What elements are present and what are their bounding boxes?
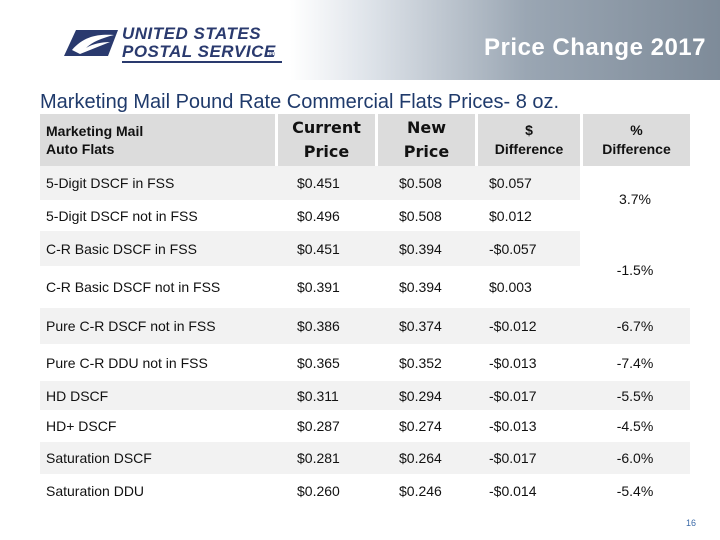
header-line: % — [630, 122, 643, 138]
percent-difference: -1.5% — [580, 231, 690, 308]
registered-mark: ® — [269, 50, 275, 59]
table-row: Pure C-R DSCF not in FSS $0.386 $0.374 -… — [40, 308, 690, 344]
current-price: $0.451 — [275, 166, 375, 200]
header-line: Auto Flats — [46, 141, 115, 157]
current-price: $0.287 — [275, 410, 375, 442]
dollar-difference: $0.057 — [475, 166, 580, 200]
dollar-difference: -$0.017 — [475, 442, 580, 474]
usps-logo: UNITED STATES POSTAL SERVICE ® — [62, 22, 282, 64]
row-label: Pure C-R DSCF not in FSS — [40, 308, 275, 344]
new-price: $0.246 — [375, 474, 475, 508]
logo-line-1: UNITED STATES — [122, 24, 262, 43]
new-price: $0.352 — [375, 344, 475, 381]
header-line: Price — [303, 142, 350, 161]
percent-difference: -6.0% — [580, 442, 690, 474]
new-price: $0.394 — [375, 266, 475, 308]
table-row: 5-Digit DSCF in FSS $0.451 $0.508 $0.057… — [40, 166, 690, 231]
new-price: $0.374 — [375, 308, 475, 344]
current-price: $0.451 — [275, 231, 375, 266]
header-line: $ — [525, 122, 533, 138]
row-label: HD+ DSCF — [40, 410, 275, 442]
new-price: $0.508 — [375, 200, 475, 231]
current-price: $0.391 — [275, 266, 375, 308]
price-table: Marketing Mail Auto Flats Current Price … — [40, 114, 690, 508]
current-price: $0.260 — [275, 474, 375, 508]
column-header-current-price: Current Price — [275, 114, 375, 166]
header-line: Difference — [602, 141, 671, 157]
table-row: Saturation DDU $0.260 $0.246 -$0.014 -5.… — [40, 474, 690, 508]
current-price: $0.281 — [275, 442, 375, 474]
table-row: C-R Basic DSCF in FSS $0.451 $0.394 -$0.… — [40, 231, 690, 308]
table-row: 5-Digit DSCF not in FSS $0.496 $0.508 $0… — [40, 200, 690, 231]
new-price: $0.294 — [375, 381, 475, 410]
page-number: 16 — [685, 518, 696, 528]
logo-underline — [122, 61, 282, 63]
header-band — [290, 0, 720, 80]
row-label: 5-Digit DSCF not in FSS — [40, 200, 275, 231]
table-row: C-R Basic DSCF not in FSS $0.391 $0.394 … — [40, 266, 690, 308]
eagle-logo-icon — [64, 30, 118, 56]
dollar-difference: -$0.012 — [475, 308, 580, 344]
column-header-new-price: New Price — [375, 114, 475, 166]
row-label: 5-Digit DSCF in FSS — [40, 166, 275, 200]
row-label: HD DSCF — [40, 381, 275, 410]
row-label: C-R Basic DSCF in FSS — [40, 231, 275, 266]
dollar-difference: -$0.014 — [475, 474, 580, 508]
row-label: C-R Basic DSCF not in FSS — [40, 266, 275, 308]
new-price: $0.274 — [375, 410, 475, 442]
slide-title: Marketing Mail Pound Rate Commercial Fla… — [40, 91, 560, 113]
percent-difference: -7.4% — [580, 344, 690, 381]
row-label: Saturation DDU — [40, 474, 275, 508]
percent-difference: -4.5% — [580, 410, 690, 442]
dollar-difference: -$0.057 — [475, 231, 580, 266]
new-price: $0.264 — [375, 442, 475, 474]
deck-title: Price Change 2017 — [484, 34, 706, 61]
table-row: Pure C-R DDU not in FSS $0.365 $0.352 -$… — [40, 344, 690, 381]
current-price: $0.311 — [275, 381, 375, 410]
percent-difference: -5.5% — [580, 381, 690, 410]
header-line: Difference — [494, 141, 564, 157]
row-label: Pure C-R DDU not in FSS — [40, 344, 275, 381]
header-line: Marketing Mail — [46, 123, 144, 139]
percent-difference: -5.4% — [580, 474, 690, 508]
header-line: Price — [403, 142, 450, 161]
new-price: $0.508 — [375, 166, 475, 200]
table-row: HD+ DSCF $0.287 $0.274 -$0.013 -4.5% — [40, 410, 690, 442]
row-label: Saturation DSCF — [40, 442, 275, 474]
current-price: $0.386 — [275, 308, 375, 344]
percent-difference: -6.7% — [580, 308, 690, 344]
dollar-difference: $0.012 — [475, 200, 580, 231]
current-price: $0.365 — [275, 344, 375, 381]
dollar-difference: -$0.017 — [475, 381, 580, 410]
column-header-percent-difference: % Difference — [580, 114, 690, 166]
table-row: Saturation DSCF $0.281 $0.264 -$0.017 -6… — [40, 442, 690, 474]
column-header-dollar-difference: $ Difference — [475, 114, 580, 166]
dollar-difference: -$0.013 — [475, 344, 580, 381]
dollar-difference: $0.003 — [475, 266, 580, 308]
slide-header: UNITED STATES POSTAL SERVICE ® Price Cha… — [0, 0, 720, 80]
current-price: $0.496 — [275, 200, 375, 231]
dollar-difference: -$0.013 — [475, 410, 580, 442]
logo-line-2: POSTAL SERVICE — [122, 42, 276, 61]
header-line: Current — [292, 118, 361, 137]
percent-difference: 3.7% — [580, 166, 690, 231]
table-row: HD DSCF $0.311 $0.294 -$0.017 -5.5% — [40, 381, 690, 410]
header-line: New — [406, 118, 447, 137]
new-price: $0.394 — [375, 231, 475, 266]
column-header-category: Marketing Mail Auto Flats — [40, 114, 275, 166]
table-header-row: Marketing Mail Auto Flats Current Price … — [40, 114, 690, 166]
